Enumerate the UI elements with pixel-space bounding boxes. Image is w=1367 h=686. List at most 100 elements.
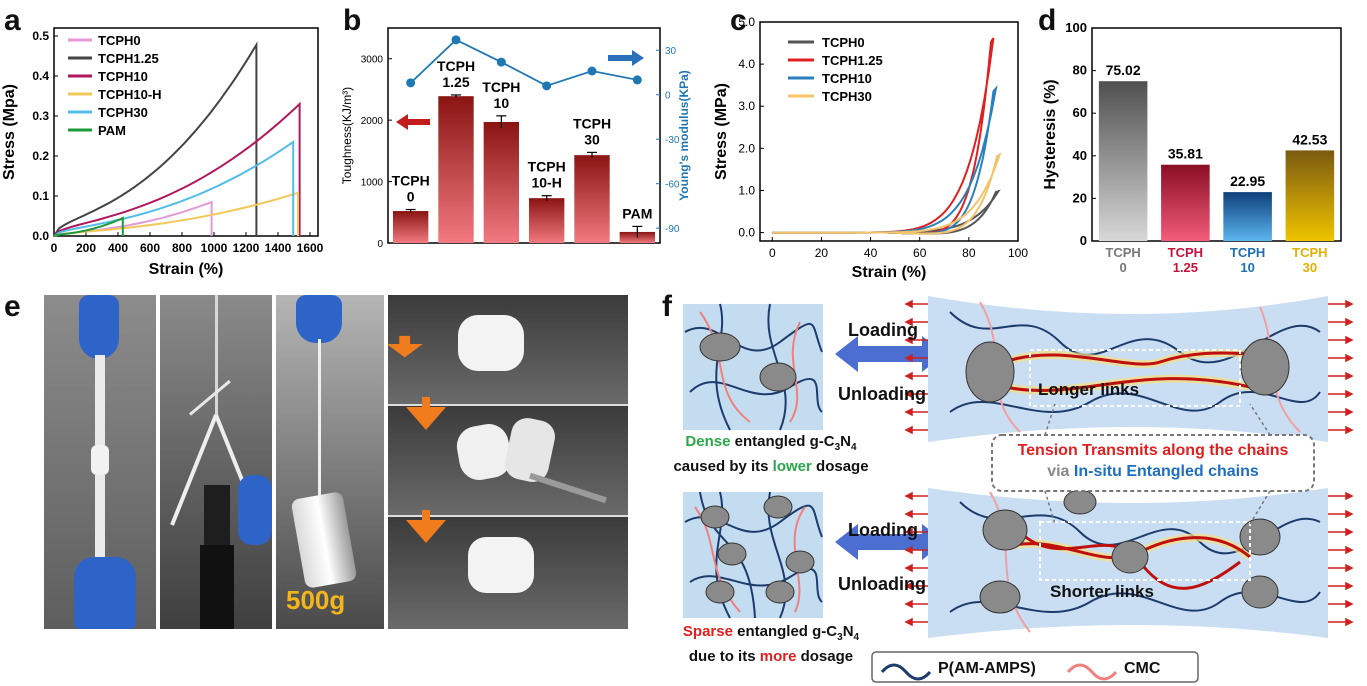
x-axis-label-c: Strain (%)	[852, 264, 927, 281]
x-tick-label-c: 100	[1008, 246, 1028, 260]
bar-label-b: TCPH	[482, 79, 520, 95]
arrow-left-icon	[396, 114, 430, 130]
y-tick-label-b: 3000	[361, 55, 384, 66]
bar-label-b: 10	[494, 95, 510, 111]
legend-label-TCPH10-H: TCPH10-H	[98, 87, 162, 102]
y-tick-label-d: 0	[1080, 233, 1087, 248]
pull-arrow-right-head	[1345, 581, 1354, 591]
x-tick-label-a: 0	[51, 241, 58, 255]
unloading-label-top: Unloading	[838, 384, 926, 404]
y2-tick-label-b: -90	[665, 224, 680, 235]
legend-label-TCPH1.25: TCPH1.25	[98, 51, 159, 66]
bar-d	[1285, 150, 1335, 241]
series-line-TCPH30	[772, 152, 1002, 235]
category-label-d: 0	[1120, 260, 1127, 275]
pull-arrow-right-head	[1345, 617, 1354, 627]
series-line-PAM	[53, 216, 124, 237]
pull-arrow-left-head	[904, 299, 913, 309]
y-tick-label-c: 5.0	[738, 15, 755, 29]
bar-label-b: 0	[407, 189, 415, 205]
y-tick-label-d: 40	[1073, 148, 1087, 163]
y-tick-label-a: 0.0	[32, 229, 49, 243]
y-tick-label-a: 0.1	[32, 189, 49, 203]
series-line-TCPH10	[53, 101, 301, 237]
pull-arrow-right-head	[1345, 335, 1354, 345]
legend-label-PAM: PAM	[98, 123, 126, 138]
legend-cmc-line	[1066, 663, 1118, 681]
photo-weight: 500g	[276, 295, 384, 629]
dense-rest: entangled g-C	[730, 433, 835, 450]
y-tick-label-b: 2000	[361, 116, 384, 127]
category-label-d: TCPH	[1168, 245, 1203, 260]
legend-label-TCPH0: TCPH0	[822, 35, 865, 50]
sparse-line2-c: dosage	[796, 648, 854, 665]
legend-pam-label: P(AM-AMPS)	[938, 660, 1036, 677]
bar-label-b: 30	[584, 131, 600, 147]
pull-arrow-right-head	[1345, 371, 1354, 381]
pull-arrow-right-head	[1345, 317, 1354, 327]
y-tick-label-a: 0.2	[32, 149, 49, 163]
y-tick-label-b: 1000	[361, 178, 384, 189]
y-tick-label-d: 20	[1073, 190, 1087, 205]
pull-arrow-right-head	[1345, 353, 1354, 363]
y2-axis-label-b: Young's modulus(KPa)	[677, 70, 691, 201]
pull-arrow-right-head	[1345, 545, 1354, 555]
series-line-TCPH30	[53, 140, 295, 237]
modulus-point	[542, 81, 552, 91]
bar-b	[574, 155, 610, 243]
panel-letter-b: b	[343, 4, 362, 37]
modulus-point	[587, 66, 597, 76]
x-tick-label-a: 1200	[233, 241, 260, 255]
panel-letter-a: a	[4, 4, 21, 37]
bar-value-label-d: 75.02	[1106, 62, 1141, 78]
dense-word: Dense	[685, 433, 731, 450]
x-tick-label-a: 1600	[297, 241, 324, 255]
plot-frame-d	[1091, 27, 1342, 242]
dense-line2-b: lower	[772, 458, 812, 475]
pull-arrow-right-head	[1345, 407, 1354, 417]
x-tick-label-c: 0	[769, 246, 776, 260]
bar-label-b: PAM	[622, 205, 652, 221]
y-tick-label-d: 60	[1073, 105, 1087, 120]
x-tick-label-c: 80	[962, 246, 976, 260]
y-axis-label-b: Toughness(KJ/m³)	[340, 87, 354, 184]
modulus-line	[410, 38, 638, 87]
sparse-rest: entangled g-C	[732, 623, 838, 640]
x-tick-label-a: 600	[140, 241, 160, 255]
x-tick-label-a: 200	[76, 241, 96, 255]
bar-label-b: TCPH	[573, 115, 611, 131]
y-tick-label-a: 0.4	[32, 69, 49, 83]
bar-label-b: TCPH	[437, 58, 475, 74]
longer-links-label: Longer links	[1038, 380, 1140, 399]
bar-value-label-d: 22.95	[1230, 173, 1265, 189]
y2-tick-label-b: 0	[665, 91, 671, 102]
x-tick-label-a: 400	[108, 241, 128, 255]
network-legend-box	[871, 651, 1199, 683]
bar-label-b: TCPH	[392, 173, 430, 189]
sparse-line2-b: more	[759, 648, 797, 665]
y-tick-label-d: 100	[1065, 20, 1087, 35]
modulus-point	[406, 78, 416, 88]
shorter-links-label: Shorter links	[1050, 582, 1154, 601]
photo-self-heal	[388, 295, 628, 629]
arrow-right-icon	[608, 50, 644, 66]
chart-b: 0 1000 2000 3000 -90 -60 -30 0 30 Toughness(KJ/m³…	[340, 27, 691, 250]
y-tick-label-b: 0	[377, 239, 383, 250]
y-axis-label-c: Stress (MPa)	[713, 83, 730, 180]
y-tick-label-a: 0.5	[32, 29, 49, 43]
panel-letter-e: e	[4, 290, 21, 323]
pull-arrow-left-head	[904, 509, 913, 519]
legend-cmc-label: CMC	[1124, 660, 1161, 677]
bar-value-label-d: 35.81	[1168, 146, 1203, 162]
sparse-word: Sparse	[682, 623, 733, 640]
via-word: via	[1047, 463, 1074, 480]
pull-arrow-left-head	[904, 581, 913, 591]
pull-arrow-left-head	[904, 617, 913, 627]
category-label-d: TCPH	[1105, 245, 1140, 260]
y2-tick-label-b: -60	[665, 180, 680, 191]
y-tick-label-a: 0.3	[32, 109, 49, 123]
photo-knot	[160, 295, 272, 629]
charts-svg: 0 200 400 600 800 1000 1200 1400 16000.00.10.20.…	[1, 15, 1342, 281]
category-label-d: 1.25	[1173, 260, 1198, 275]
